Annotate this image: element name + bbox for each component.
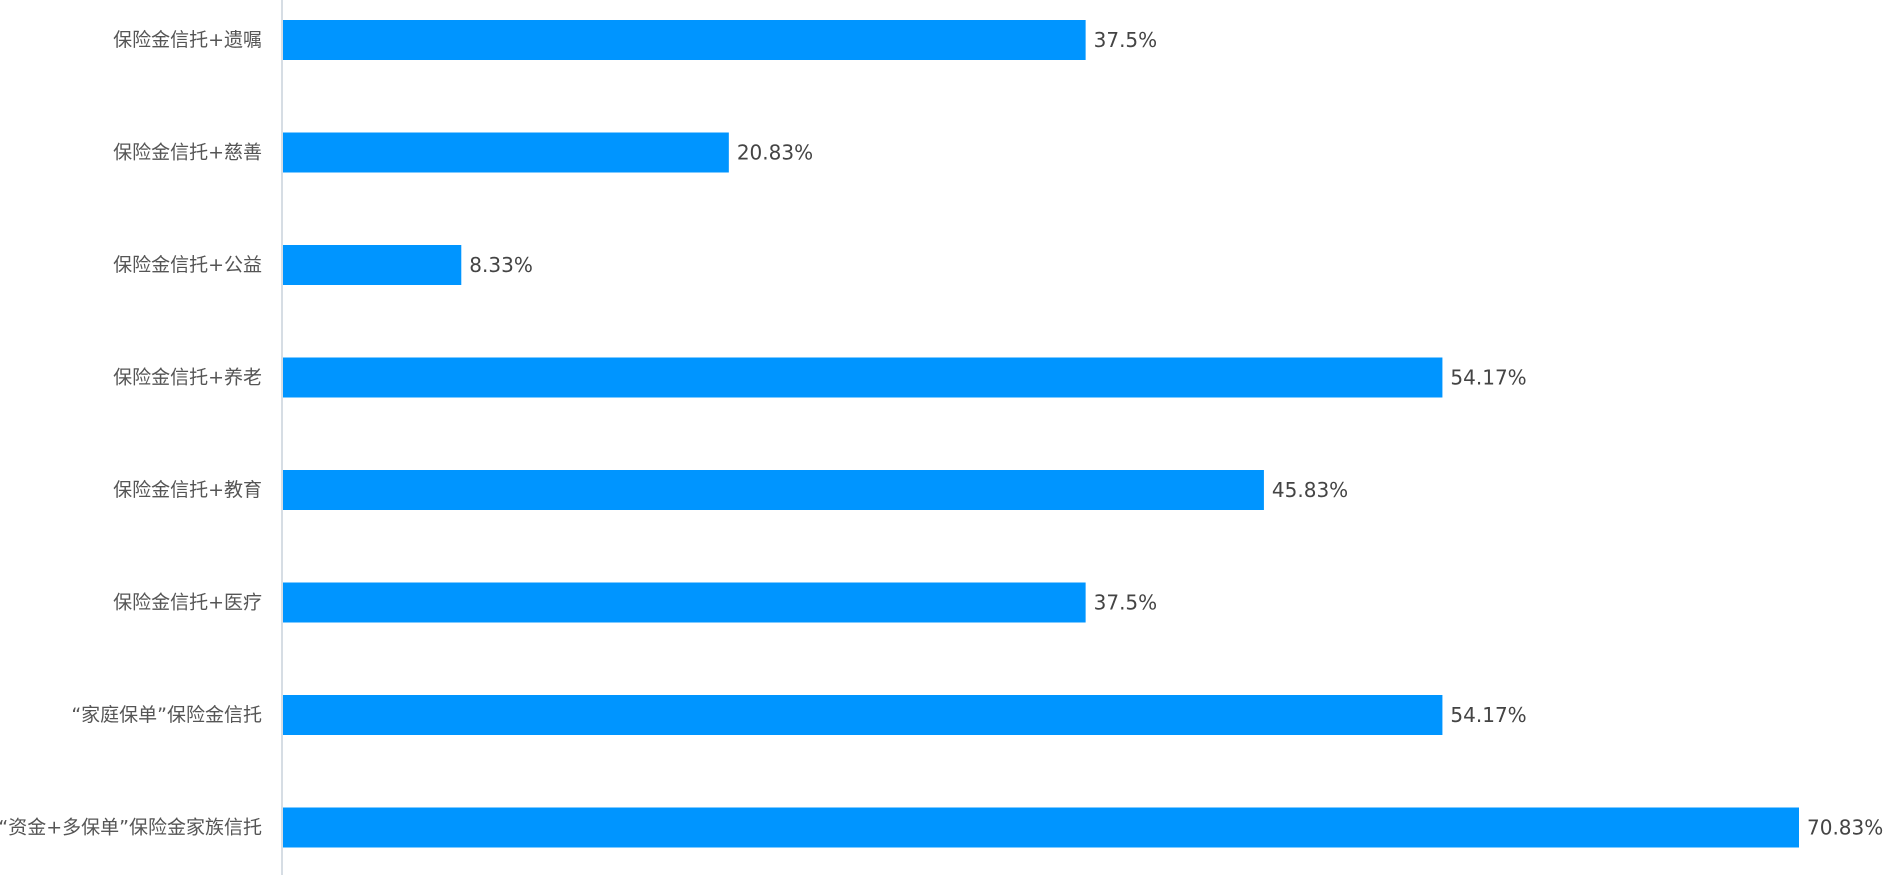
bar xyxy=(283,132,729,173)
category-label: “资金+多保单”保险金家族信托 xyxy=(0,817,262,839)
bar xyxy=(283,245,462,285)
bar xyxy=(283,807,1799,848)
category-label: 保险金信托+养老 xyxy=(113,367,262,389)
category-label: 保险金信托+慈善 xyxy=(113,142,262,164)
bar xyxy=(283,357,1443,398)
category-label: 保险金信托+公益 xyxy=(113,254,262,276)
data-label: 8.33% xyxy=(469,253,533,277)
category-label: 保险金信托+医疗 xyxy=(113,592,262,614)
data-label: 20.83% xyxy=(737,141,813,165)
category-label: 保险金信托+教育 xyxy=(113,479,262,501)
bar xyxy=(283,695,1443,735)
bar xyxy=(283,582,1086,623)
category-label: “家庭保单”保险金信托 xyxy=(71,704,262,726)
data-label: 54.17% xyxy=(1450,366,1526,390)
data-label: 45.83% xyxy=(1272,478,1348,502)
data-label: 37.5% xyxy=(1094,28,1158,52)
bar xyxy=(283,20,1086,60)
data-label: 37.5% xyxy=(1094,591,1158,615)
category-label: 保险金信托+遗嘱 xyxy=(113,29,262,51)
data-label: 70.83% xyxy=(1807,816,1883,840)
data-label: 54.17% xyxy=(1450,703,1526,727)
bar xyxy=(283,470,1264,510)
